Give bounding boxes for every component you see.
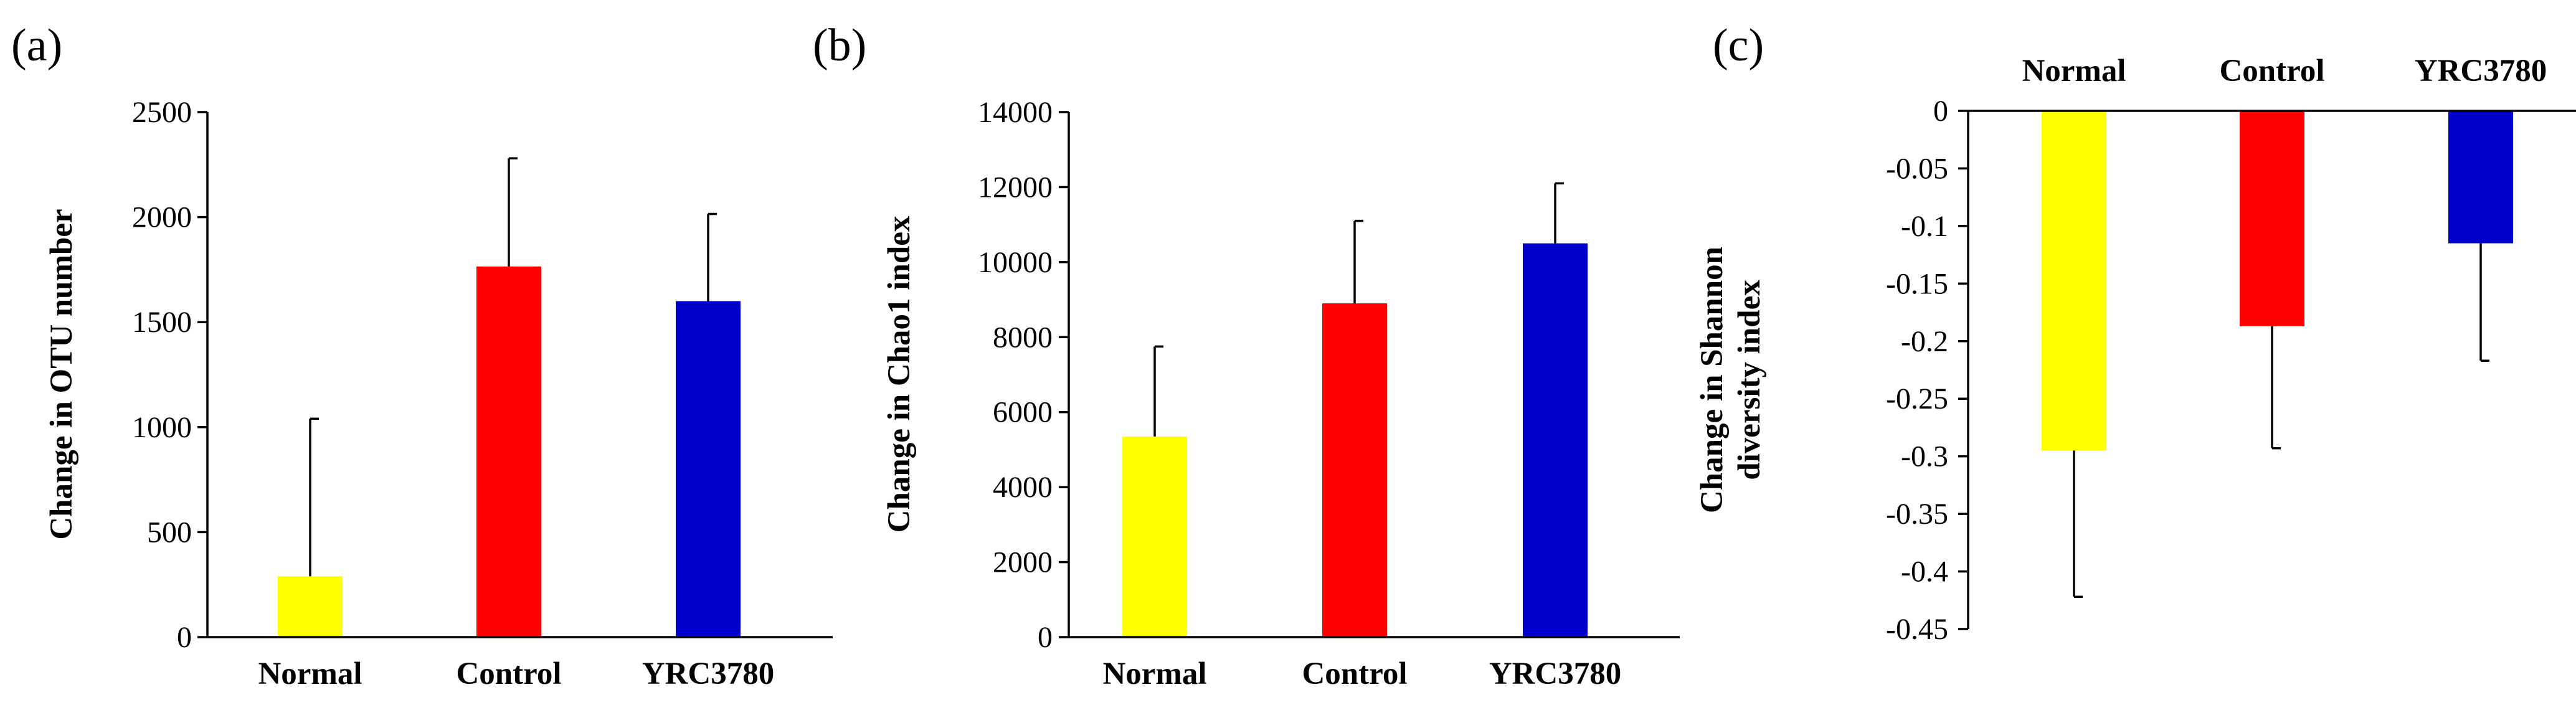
y-tick-label: -0.15 [1886, 267, 1948, 300]
y-axis-title: Change in OTU number [44, 209, 79, 539]
y-tick-label: 10000 [978, 246, 1053, 279]
y-tick-label: 2000 [132, 201, 192, 234]
y-tick-label: 1500 [132, 306, 192, 339]
chart-panel-2: (b) 0 2000 4000 6000 8000 10000 12000 14000 Norma… [813, 20, 1680, 691]
y-tick-label: -0.25 [1886, 382, 1948, 415]
y-tick-label: 0 [1933, 95, 1948, 128]
error-bar-normal [1153, 345, 1163, 437]
error-bar-yrc3780 [707, 212, 717, 301]
category-label-normal: Normal [258, 656, 362, 691]
y-tick-label: 2000 [993, 546, 1053, 579]
y-tick-label: 12000 [978, 171, 1053, 204]
panel-label: (b) [813, 20, 866, 71]
chart-panel-3: (c) 0 -0.05 -0.1 -0.15 -0.2 -0.25 -0.3 -0.35 -0.4… [1695, 20, 2576, 646]
panel-label: (c) [1713, 20, 1764, 71]
y-tick-label: 1000 [132, 411, 192, 444]
error-bar-normal [2073, 450, 2083, 598]
bar-yrc3780 [676, 301, 741, 638]
error-bar-yrc3780 [2479, 243, 2489, 362]
y-tick-label: 0 [177, 621, 192, 654]
bar-normal [2042, 111, 2106, 451]
chart-panel-1: (a) 0 500 1000 1500 2000 2500 Normal Control YRC3… [11, 20, 833, 691]
error-bar-control [2271, 326, 2281, 450]
bar-yrc3780 [1523, 243, 1588, 637]
category-label-yrc3780: YRC3780 [1489, 656, 1622, 691]
bar-normal [278, 576, 343, 637]
error-bar-normal [309, 417, 319, 577]
error-bar-control [1353, 219, 1363, 304]
y-tick-label: 500 [147, 516, 192, 549]
bar-control [1322, 303, 1387, 637]
error-bar-yrc3780 [1554, 182, 1564, 244]
y-tick-label: 6000 [993, 396, 1053, 429]
y-tick-label: 2500 [132, 96, 192, 129]
y-tick-label: -0.4 [1901, 556, 1948, 589]
panel-label: (a) [11, 20, 62, 71]
y-tick-label: -0.45 [1886, 613, 1948, 646]
category-label-control: Control [2219, 54, 2324, 88]
category-label-yrc3780: YRC3780 [642, 656, 775, 691]
y-tick-label: -0.05 [1886, 152, 1948, 185]
bar-yrc3780 [2448, 111, 2513, 244]
y-tick-label: 4000 [993, 471, 1053, 504]
y-tick-label: 0 [1038, 621, 1053, 654]
y-tick-label: -0.35 [1886, 498, 1948, 531]
y-tick-label: -0.1 [1901, 210, 1948, 243]
y-axis-title: Change in Shannondiversity index [1695, 247, 1767, 513]
category-label-control: Control [1302, 656, 1407, 691]
category-label-normal: Normal [1102, 656, 1206, 691]
y-axis-title: Change in Chao1 index [882, 215, 917, 532]
y-tick-label: -0.3 [1901, 440, 1948, 473]
category-label-yrc3780: YRC3780 [2415, 54, 2547, 88]
error-bar-control [508, 157, 518, 267]
bar-control [2240, 111, 2304, 326]
bar-normal [1122, 436, 1187, 637]
y-tick-label: 8000 [993, 321, 1053, 354]
y-tick-label: 14000 [978, 96, 1053, 129]
category-label-control: Control [456, 656, 561, 691]
category-label-normal: Normal [2022, 54, 2126, 88]
bar-control [476, 266, 541, 637]
y-tick-label: -0.2 [1901, 325, 1948, 358]
